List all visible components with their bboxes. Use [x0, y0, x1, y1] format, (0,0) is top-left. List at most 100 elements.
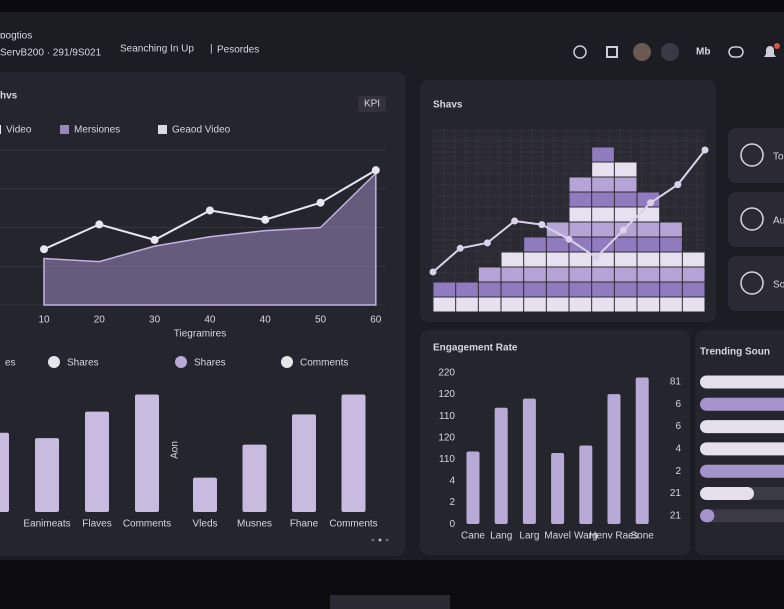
bar — [292, 414, 316, 512]
heat-cell — [592, 207, 614, 222]
heat-cell — [569, 297, 592, 312]
heat-cell — [682, 252, 705, 267]
panel-title: Shavs — [433, 100, 463, 111]
icon[interactable] — [661, 43, 679, 61]
card-label: To — [773, 152, 784, 163]
card-icon — [740, 271, 764, 295]
legend-swatch — [158, 125, 167, 134]
heat-cell — [660, 237, 682, 252]
menu[interactable]: Pesordes — [217, 45, 259, 56]
bell[interactable] — [764, 46, 776, 57]
heat-cell — [660, 282, 682, 297]
page-dot[interactable] — [385, 538, 389, 542]
heat-cell — [614, 207, 637, 222]
row-label: 6 — [675, 421, 681, 432]
badge-box — [358, 96, 386, 112]
point — [261, 215, 270, 224]
heat-cell — [524, 237, 546, 252]
heat-cell — [637, 267, 660, 282]
legend-label: Shares — [194, 358, 226, 369]
y-tick-label: 2 — [449, 497, 455, 508]
page-dot[interactable] — [371, 538, 375, 542]
heat-cell — [569, 237, 592, 252]
card[interactable] — [728, 256, 784, 311]
legend-dot — [48, 356, 60, 368]
x-tick-label: Fhane — [290, 519, 319, 530]
y-tick-label: 4 — [449, 476, 455, 487]
heat-cell — [456, 297, 478, 312]
heat-cell — [592, 192, 614, 207]
x-tick-label: 20 — [94, 315, 106, 326]
heat-cell — [614, 237, 637, 252]
heat-cell — [569, 252, 592, 267]
row-label: 81 — [670, 377, 682, 388]
heat-cell — [569, 207, 592, 222]
x-tick-label: 50 — [315, 315, 327, 326]
legend-label: Video — [6, 125, 32, 136]
x-tick-label: Vleds — [192, 519, 217, 530]
x-axis-label: Tiegramires — [174, 329, 226, 340]
legend-label: Shares — [67, 358, 99, 369]
card[interactable] — [728, 192, 784, 247]
heat-cell — [546, 237, 569, 252]
panel-title: hvs — [0, 91, 18, 102]
icon[interactable] — [606, 46, 618, 58]
point — [511, 217, 519, 225]
legend-label: Mersiones — [74, 125, 120, 136]
heat-cell — [501, 282, 524, 297]
heat-cell — [637, 222, 660, 237]
heat-cell — [524, 297, 546, 312]
avatar[interactable] — [633, 43, 651, 61]
card[interactable] — [728, 128, 784, 183]
heat-cell — [660, 297, 682, 312]
bar — [700, 397, 784, 411]
bar — [35, 438, 59, 512]
heat-cell — [569, 282, 592, 297]
bar — [466, 451, 480, 524]
x-tick-label: Sone — [631, 531, 655, 542]
heat-cell — [524, 267, 546, 282]
badge: KPI — [364, 99, 380, 110]
heat-cell — [501, 267, 524, 282]
divider: | — [210, 44, 213, 55]
heat-cell — [569, 177, 592, 192]
y-tick-label: 0 — [449, 519, 455, 530]
point — [456, 244, 464, 252]
bar — [607, 394, 621, 524]
badge-dot — [774, 43, 780, 49]
heat-cell — [660, 252, 682, 267]
heat-cell — [501, 252, 524, 267]
heat-cell — [569, 267, 592, 282]
heat-cell — [569, 192, 592, 207]
subtitle: ServB200 · 291/9S021 — [0, 48, 102, 59]
point — [647, 199, 655, 207]
toggle[interactable] — [728, 46, 744, 58]
x-tick-label: Henv Raes — [589, 531, 638, 542]
area — [43, 171, 377, 306]
heat-cell — [546, 252, 569, 267]
icon[interactable] — [573, 45, 587, 59]
bar — [551, 453, 565, 524]
point — [565, 235, 573, 243]
legend-swatch — [0, 125, 1, 134]
y-axis-label: Aon — [170, 441, 181, 459]
heat-cell — [592, 222, 614, 237]
heat-cell — [592, 147, 614, 162]
bar — [0, 432, 9, 512]
x-tick-label: 10 — [38, 315, 50, 326]
heat-cell — [546, 222, 569, 237]
x-tick-label: Musnes — [237, 519, 272, 530]
heat-cell — [592, 177, 614, 192]
x-tick-label: Flaves — [82, 519, 111, 530]
legend-label: Comments — [300, 358, 348, 369]
page-dot[interactable] — [378, 538, 382, 542]
heat-cell — [637, 252, 660, 267]
search[interactable]: Seanching In Up — [120, 44, 194, 55]
heat-cell — [614, 162, 637, 177]
y-tick-label: 110 — [439, 411, 455, 422]
y-tick-label: 120 — [438, 432, 455, 443]
heat-cell — [592, 297, 614, 312]
track — [700, 509, 784, 523]
y-tick-label: 220 — [438, 368, 455, 379]
user[interactable]: Mb — [696, 47, 710, 58]
